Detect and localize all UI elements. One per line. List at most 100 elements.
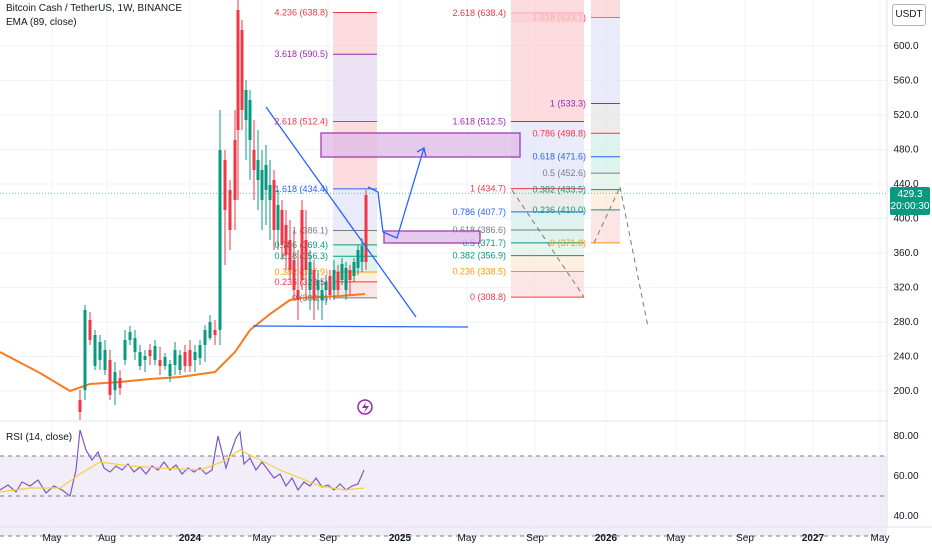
candle-body [308,262,312,290]
candle-body [320,290,324,300]
fib-right-zone [591,189,620,210]
fib-mid-level-label: 2.618 (638.4) [452,8,506,18]
fib-right-zone [591,103,620,134]
last-price-badge: 429.3 20:00:30 [890,187,930,215]
fib-right-zone [591,133,620,157]
candle-body [272,180,276,230]
fib-right-level-label: 1 (533.3) [550,99,586,109]
symbol-legend[interactable]: Bitcoin Cash / TetherUS, 1W, BINANCE [6,3,182,14]
rsi-tick: 60.00 [893,471,918,482]
price-tick: 440.0 [893,179,918,190]
fib-mid-zone [511,242,584,256]
dashed-projection-3 [619,186,649,328]
fib-mid-zone [511,271,584,298]
candle-body [316,280,320,290]
time-tick: 2024 [179,533,202,544]
rsi-tick: 40.00 [893,511,918,522]
candle-body [352,262,356,276]
fib-left-zone [333,272,377,282]
fib-right-level-label: 0.236 (410.0) [532,205,586,215]
rsi-legend[interactable]: RSI (14, close) [6,432,72,443]
price-tick: 480.0 [893,145,918,156]
candle-body [233,140,237,200]
candle-body [312,270,316,300]
currency-button[interactable]: USDT [892,4,926,26]
fib-left-zone [333,244,377,257]
candle-body [183,352,187,366]
fib-mid-zone [511,255,584,272]
fib-right-zone [591,209,620,243]
candle-body [83,310,87,390]
candle-body [344,268,348,290]
price-tick: 560.0 [893,76,918,87]
candle-body [173,350,177,365]
candle-body [213,330,217,335]
candle-body [153,346,157,360]
candle-body [98,342,102,360]
candle-body [218,150,222,330]
candle-body [178,355,182,370]
projection-path [367,147,425,239]
candle-body [336,272,340,290]
candle-body [208,322,212,338]
time-tick: May [43,533,62,544]
dashed-projection-2 [593,186,621,244]
fib-left-zone [333,188,377,231]
candle-body [244,90,248,120]
descending-trendline [265,106,417,318]
last-price-value: 429.3 [897,189,923,200]
candle-body [163,357,167,366]
candle-body [252,150,256,170]
fib-right-zone [591,156,620,174]
candle-body [93,335,97,366]
fib-mid-zone [511,188,584,212]
fib-right-level-label: 0.5 (452.6) [542,168,586,178]
fib-right-level-label: 0 (371.8) [550,238,586,248]
ema-title: EMA (89, close) [6,17,77,28]
time-tick: May [871,533,890,544]
candle-body [193,352,197,360]
candle-body [300,210,304,280]
fib-left-level-label: 1.618 (434.4) [274,184,328,194]
candle-body [256,160,260,180]
fib-right-level-label: 0.618 (471.6) [532,152,586,162]
candle-body [360,246,364,262]
fib-mid-top-zone [511,0,584,23]
rsi-tick: 80.00 [893,431,918,442]
candle-body [228,190,232,230]
fib-right-zone [591,17,620,104]
fib-mid-zone [511,230,584,243]
price-tick: 360.0 [893,248,918,259]
candle-body [168,364,172,376]
candle-body [118,378,122,388]
candle-body [138,352,142,366]
ema-legend[interactable]: EMA (89, close) [6,17,77,28]
candle-body [276,205,280,230]
fib-right-level-label: 0.382 (433.5) [532,185,586,195]
candle-body [328,276,332,295]
symbol-title: Bitcoin Cash / TetherUS, 1W, BINANCE [6,3,182,14]
fib-left-zone [333,12,377,55]
time-tick: Sep [526,533,544,544]
fib-mid-level-label: 0.5 (371.7) [462,238,506,248]
projection-arrowhead [416,146,427,158]
fib-left-level-label: 1 (386.1) [292,225,328,235]
candle-body [128,332,132,340]
rsi-title: RSI (14, close) [6,432,73,443]
dashed-projection-1 [511,189,585,298]
fib-mid-zone [511,12,584,122]
fib-left-level-label: 2.618 (512.4) [274,117,328,127]
candle-body [158,360,162,366]
fib-mid-level-label: 0 (308.8) [470,292,506,302]
time-tick: Sep [319,533,337,544]
candle-body [356,250,360,268]
price-tick: 600.0 [893,41,918,52]
candle-body [304,240,308,270]
time-tick: May [458,533,477,544]
fib-left-level-label: 3.618 (590.5) [274,49,328,59]
fib-mid-level-label: 1 (434.7) [470,184,506,194]
price-tick: 280.0 [893,317,918,328]
candle-body [280,210,284,245]
